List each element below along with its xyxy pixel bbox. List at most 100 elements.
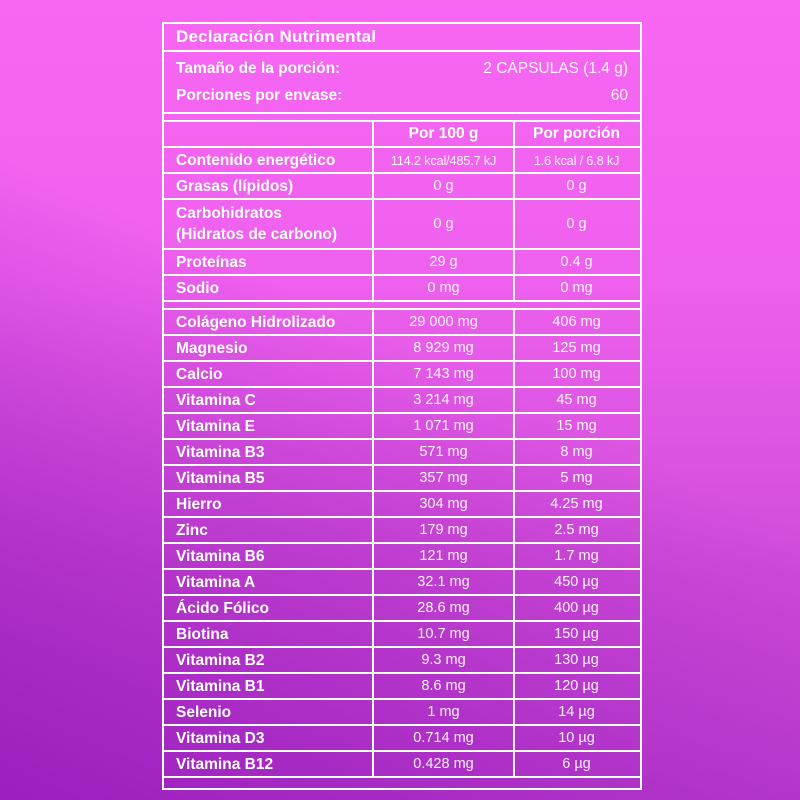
per-100g-value: 0 mg	[374, 276, 515, 300]
column-header-row: Por 100 g Por porción	[164, 122, 640, 148]
per-portion-value: 4.25 mg	[550, 496, 603, 512]
per-100g-value: 1 mg	[374, 700, 515, 724]
table-row: Ácido Fólico 28.6 mg 400 µg	[164, 596, 640, 622]
per-100g-value: 8 929 mg	[374, 336, 515, 360]
per-portion-value: 1.7 mg	[554, 548, 599, 564]
table-row: Carbohidratos (Hidratos de carbono) 0 g …	[164, 200, 640, 250]
per-100g-value: 28.6 mg	[374, 596, 515, 620]
per-100g-value: 0.714 mg	[374, 726, 515, 750]
per-portion-value: 0.4 g	[560, 254, 593, 270]
per-portion-value: 15 mg	[556, 418, 597, 434]
per-portion-value: 150 µg	[554, 626, 599, 642]
per-portion-value: 0 g	[566, 178, 587, 194]
nutrient-name: Vitamina B1	[164, 674, 374, 698]
nutrient-name: Carbohidratos (Hidratos de carbono)	[164, 200, 374, 248]
table-row: Vitamina B12 0.428 mg 6 µg	[164, 752, 640, 778]
per-100g-value: 114.2 kcal/485.7 kJ	[374, 148, 515, 172]
per-portion-value: 0 mg	[560, 280, 593, 296]
nutrient-name: Vitamina B12	[164, 752, 374, 776]
nutrient-name: Vitamina B3	[164, 440, 374, 464]
per-100g-value: 10.7 mg	[374, 622, 515, 646]
per-100g-value: 179 mg	[374, 518, 515, 542]
nutrient-name: Proteínas	[164, 250, 374, 274]
per-100g-value: 0 g	[374, 174, 515, 198]
per-portion-value: 6 µg	[562, 756, 591, 772]
servings-per-container-line: Porciones por envase: 60	[176, 82, 628, 109]
nutrient-name: Sodio	[164, 276, 374, 300]
per-100g-value: 8.6 mg	[374, 674, 515, 698]
nutrient-name: Ácido Fólico	[164, 596, 374, 620]
per-100g-value: 3 214 mg	[374, 388, 515, 412]
table-row: Vitamina D3 0.714 mg 10 µg	[164, 726, 640, 752]
per-portion-value: 8 mg	[560, 444, 593, 460]
serving-size-line: Tamaño de la porción: 2 CÁPSULAS (1.4 g)	[176, 55, 628, 82]
nutrient-name: Vitamina B2	[164, 648, 374, 672]
nutrient-name: Vitamina C	[164, 388, 374, 412]
per-100g-value: 0.428 mg	[374, 752, 515, 776]
nutrient-name: Vitamina D3	[164, 726, 374, 750]
serving-size-value: 2 CÁPSULAS (1.4 g)	[483, 59, 628, 77]
table-row: Vitamina E 1 071 mg 15 mg	[164, 414, 640, 440]
nutrient-name: Calcio	[164, 362, 374, 386]
serving-info-box: Tamaño de la porción: 2 CÁPSULAS (1.4 g)…	[164, 52, 640, 114]
per-portion-value: 2.5 mg	[554, 522, 599, 538]
bottom-spacer	[164, 778, 640, 788]
per-portion-value: 125 mg	[552, 340, 601, 356]
per-portion-value: 5 mg	[560, 470, 593, 486]
table-row: Vitamina A 32.1 mg 450 µg	[164, 570, 640, 596]
per-100g-value: 357 mg	[374, 466, 515, 490]
nutrient-name: Vitamina B5	[164, 466, 374, 490]
table-row: Selenio 1 mg 14 µg	[164, 700, 640, 726]
table-row: Colágeno Hidrolizado 29 000 mg 406 mg	[164, 310, 640, 336]
per-portion-value: 100 mg	[552, 366, 601, 382]
nutrient-name: Colágeno Hidrolizado	[164, 310, 374, 334]
table-row: Vitamina B5 357 mg 5 mg	[164, 466, 640, 492]
per-100g-value: 1 071 mg	[374, 414, 515, 438]
nutrient-name: Magnesio	[164, 336, 374, 360]
nutrient-name: Vitamina B6	[164, 544, 374, 568]
per-100g-value: 571 mg	[374, 440, 515, 464]
per-portion-value: 0 g	[566, 216, 587, 232]
per-portion-value: 1.6 kcal / 6.8 kJ	[533, 152, 620, 168]
per-100g-value: 7 143 mg	[374, 362, 515, 386]
table-row: Biotina 10.7 mg 150 µg	[164, 622, 640, 648]
label-title-row: Declaración Nutrimental	[164, 24, 640, 52]
column-header-per-100g: Por 100 g	[374, 122, 515, 146]
table-row: Zinc 179 mg 2.5 mg	[164, 518, 640, 544]
nutrient-name: Contenido energético	[164, 148, 374, 172]
table-row: Contenido energético 114.2 kcal/485.7 kJ…	[164, 148, 640, 174]
per-portion-value: 10 µg	[558, 730, 595, 746]
serving-size-label: Tamaño de la porción:	[176, 59, 341, 77]
per-100g-value: 32.1 mg	[374, 570, 515, 594]
per-100g-value: 121 mg	[374, 544, 515, 568]
table-row: Vitamina B3 571 mg 8 mg	[164, 440, 640, 466]
per-portion-value: 14 µg	[558, 704, 595, 720]
table-row: Vitamina C 3 214 mg 45 mg	[164, 388, 640, 414]
table-row: Hierro 304 mg 4.25 mg	[164, 492, 640, 518]
table-row: Vitamina B6 121 mg 1.7 mg	[164, 544, 640, 570]
column-header-per-portion: Por porción	[533, 125, 620, 142]
servings-per-container-value: 60	[610, 86, 628, 104]
section-divider	[164, 114, 640, 122]
nutrient-name: Vitamina E	[164, 414, 374, 438]
table-row: Grasas (lípidos) 0 g 0 g	[164, 174, 640, 200]
per-portion-value: 406 mg	[552, 314, 601, 330]
table-row: Calcio 7 143 mg 100 mg	[164, 362, 640, 388]
per-100g-value: 29 g	[374, 250, 515, 274]
per-portion-value: 400 µg	[554, 600, 599, 616]
servings-per-container-label: Porciones por envase:	[176, 86, 343, 104]
per-100g-value: 29 000 mg	[374, 310, 515, 334]
table-row: Vitamina B2 9.3 mg 130 µg	[164, 648, 640, 674]
section-divider	[164, 302, 640, 310]
nutrient-name: Biotina	[164, 622, 374, 646]
nutrient-name: Zinc	[164, 518, 374, 542]
nutrient-name: Grasas (lípidos)	[164, 174, 374, 198]
nutrient-name: Vitamina A	[164, 570, 374, 594]
per-portion-value: 120 µg	[554, 678, 599, 694]
per-100g-value: 304 mg	[374, 492, 515, 516]
per-100g-value: 9.3 mg	[374, 648, 515, 672]
table-row: Sodio 0 mg 0 mg	[164, 276, 640, 302]
nutrient-name: Hierro	[164, 492, 374, 516]
nutrient-name: Selenio	[164, 700, 374, 724]
